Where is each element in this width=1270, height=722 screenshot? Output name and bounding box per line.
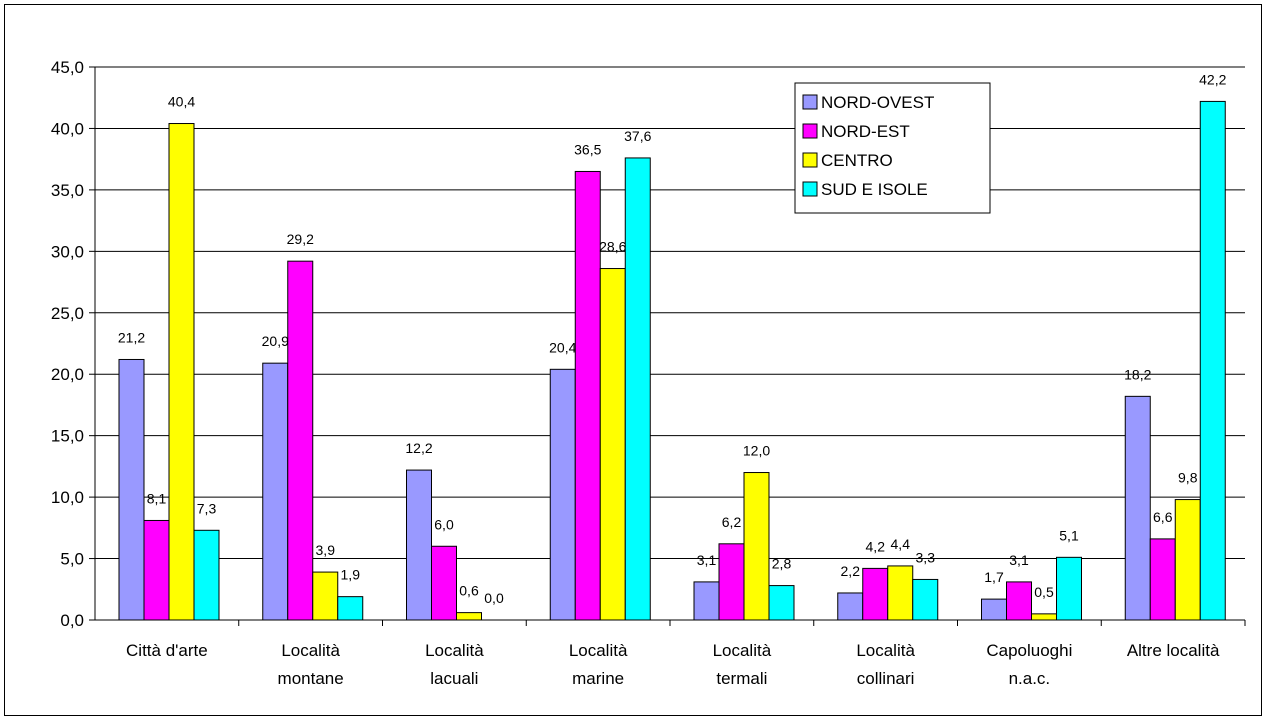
bar xyxy=(262,362,289,621)
legend-box xyxy=(794,82,991,214)
bar xyxy=(1174,499,1201,621)
data-label: 6,0 xyxy=(434,516,454,532)
data-label: 3,1 xyxy=(1009,552,1029,568)
data-label: 29,2 xyxy=(287,231,314,247)
bar xyxy=(1031,613,1057,621)
bar xyxy=(1149,538,1176,621)
data-label: 4,2 xyxy=(866,538,886,554)
bar xyxy=(768,585,795,621)
data-label: 36,5 xyxy=(574,141,601,157)
data-label: 2,8 xyxy=(772,556,792,572)
data-label: 8,1 xyxy=(147,490,167,506)
bar xyxy=(431,545,457,621)
category-label: Località xyxy=(713,641,772,660)
data-label: 12,2 xyxy=(405,440,432,456)
data-label: 28,6 xyxy=(599,239,626,255)
data-label: 3,3 xyxy=(916,549,936,565)
category-label: Località xyxy=(856,641,915,660)
category-label: Altre località xyxy=(1127,641,1220,660)
bar xyxy=(406,469,432,621)
data-label: 0,6 xyxy=(459,583,479,599)
category-label: collinari xyxy=(857,669,915,688)
legend-label: NORD-EST xyxy=(821,122,910,141)
category-label: Località xyxy=(281,641,340,660)
data-label: 18,2 xyxy=(1124,366,1151,382)
category-label: Località xyxy=(425,641,484,660)
data-label: 7,3 xyxy=(197,500,217,516)
category-label: Capoluoghi xyxy=(986,641,1072,660)
data-label: 40,4 xyxy=(168,94,195,110)
bar xyxy=(168,123,195,621)
category-label: Località xyxy=(569,641,628,660)
category-label: montane xyxy=(278,669,344,688)
bar xyxy=(1006,581,1032,621)
data-label: 6,6 xyxy=(1153,509,1173,525)
y-tick-label: 5,0 xyxy=(60,550,84,569)
data-label: 42,2 xyxy=(1199,71,1226,87)
legend-swatch xyxy=(802,152,818,168)
data-label: 20,4 xyxy=(549,339,576,355)
y-tick-label: 45,0 xyxy=(51,58,84,77)
bar xyxy=(456,612,482,621)
y-tick-label: 0,0 xyxy=(60,611,84,630)
data-label: 3,9 xyxy=(316,542,336,558)
data-label: 4,4 xyxy=(891,536,911,552)
bar xyxy=(574,170,601,621)
bar xyxy=(862,567,889,621)
bar xyxy=(312,571,339,621)
legend-label: NORD-OVEST xyxy=(821,93,934,112)
data-label: 37,6 xyxy=(624,128,651,144)
bar xyxy=(912,578,939,621)
bar xyxy=(1199,100,1226,621)
bar xyxy=(599,268,626,621)
legend-label: CENTRO xyxy=(821,151,893,170)
category-label: termali xyxy=(716,669,767,688)
bar xyxy=(837,592,864,621)
data-label: 12,0 xyxy=(743,443,770,459)
legend-label: SUD E ISOLE xyxy=(821,180,928,199)
bar xyxy=(287,260,314,621)
data-label: 6,2 xyxy=(722,514,742,530)
data-label: 0,5 xyxy=(1034,584,1054,600)
category-label: marine xyxy=(572,669,624,688)
data-label: 21,2 xyxy=(118,329,145,345)
y-tick-label: 30,0 xyxy=(51,242,84,261)
y-tick-label: 10,0 xyxy=(51,488,84,507)
bar xyxy=(118,358,145,621)
bar xyxy=(1056,556,1082,621)
bar xyxy=(1124,395,1151,621)
bar xyxy=(981,598,1007,621)
bar xyxy=(887,565,914,621)
data-label: 3,1 xyxy=(697,552,717,568)
bar xyxy=(624,157,651,621)
data-label: 0,0 xyxy=(484,590,504,606)
data-label: 1,9 xyxy=(341,567,361,583)
category-label: Città d'arte xyxy=(126,641,208,660)
y-tick-label: 25,0 xyxy=(51,304,84,323)
y-tick-label: 35,0 xyxy=(51,181,84,200)
bar xyxy=(743,472,770,621)
data-label: 9,8 xyxy=(1178,470,1198,486)
data-label: 1,7 xyxy=(984,569,1004,585)
data-label: 20,9 xyxy=(262,333,289,349)
legend-swatch xyxy=(802,181,818,197)
y-tick-label: 15,0 xyxy=(51,427,84,446)
data-label: 2,2 xyxy=(841,563,861,579)
bar xyxy=(193,529,220,621)
bar xyxy=(718,543,745,621)
data-label: 5,1 xyxy=(1059,527,1079,543)
y-tick-label: 20,0 xyxy=(51,365,84,384)
category-label: lacuali xyxy=(430,669,478,688)
y-tick-label: 40,0 xyxy=(51,119,84,138)
bar xyxy=(337,596,364,621)
legend-swatch xyxy=(802,123,818,139)
legend-swatch xyxy=(802,94,818,110)
bar xyxy=(143,519,170,621)
bar xyxy=(549,368,576,621)
bar xyxy=(693,581,720,621)
category-label: n.a.c. xyxy=(1009,669,1051,688)
